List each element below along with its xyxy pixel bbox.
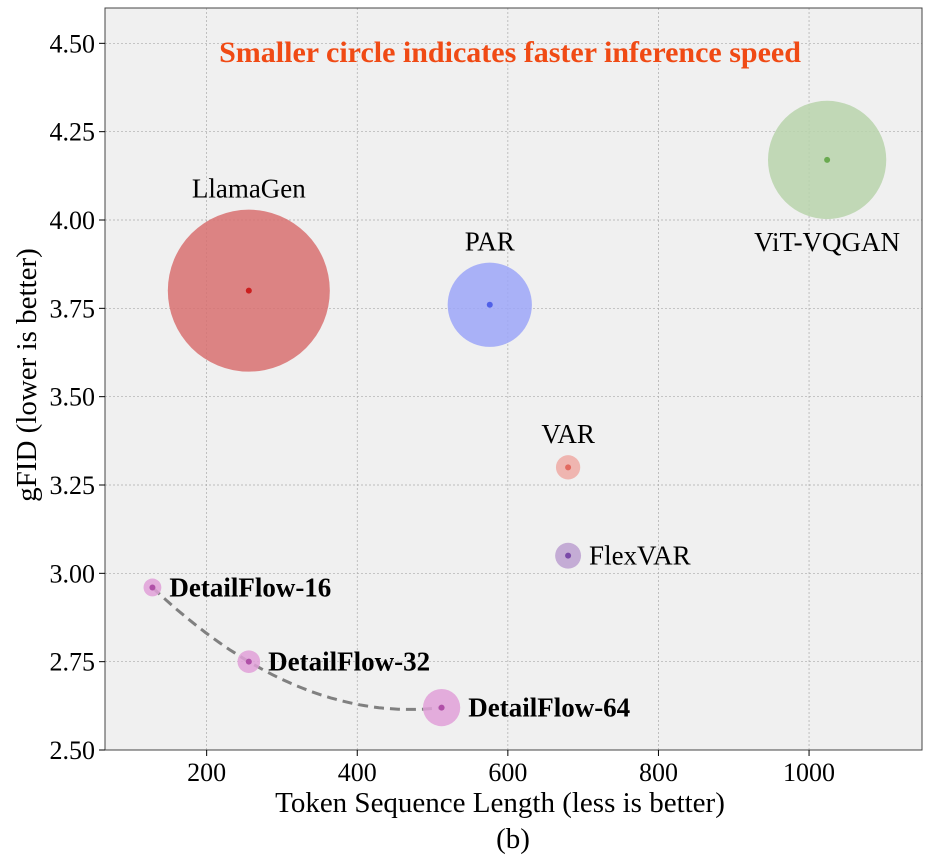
bubble-center-detailflow-16 xyxy=(149,584,156,591)
y-tick-label: 3.00 xyxy=(50,559,96,588)
x-tick-label: 1000 xyxy=(783,758,835,787)
x-tick-label: 800 xyxy=(639,758,678,787)
x-axis-label: Token Sequence Length (less is better) xyxy=(275,787,725,819)
label-vit-vqgan: ViT-VQGAN xyxy=(754,227,900,257)
bubble-center-par xyxy=(486,301,493,308)
bubble-center-detailflow-32 xyxy=(245,658,252,665)
label-flexvar: FlexVAR xyxy=(589,541,691,571)
y-axis-label: gFID (lower is better) xyxy=(11,248,43,502)
y-tick-label: 2.75 xyxy=(50,648,96,677)
label-detailflow-32: DetailFlow-32 xyxy=(268,647,430,677)
bubble-center-vit-vqgan xyxy=(824,156,831,163)
chart-caption: (b) xyxy=(496,823,530,855)
y-tick-label: 2.50 xyxy=(50,736,96,765)
trend-line xyxy=(151,586,442,711)
plot-frame xyxy=(104,7,923,751)
x-tick-label: 400 xyxy=(338,758,377,787)
y-tick-label: 3.25 xyxy=(50,471,96,500)
y-tick-label: 4.00 xyxy=(50,206,96,235)
label-detailflow-64: DetailFlow-64 xyxy=(468,693,630,723)
label-var: VAR xyxy=(541,419,595,449)
chart-title: Smaller circle indicates faster inferenc… xyxy=(219,36,801,69)
bubble-center-flexvar xyxy=(565,552,572,559)
y-tick-label: 4.25 xyxy=(50,118,96,147)
y-tick-label: 3.50 xyxy=(50,383,96,412)
label-llamagen: LlamaGen xyxy=(192,174,306,204)
point-labels-group: LlamaGen PAR ViT-VQGAN VAR FlexVAR DetailFlow… xyxy=(169,174,900,723)
ticks-group: 200 400 600 800 1000 2.50 2.75 3.00 3.25 3.50 3.75… xyxy=(50,29,836,787)
bubble-center-detailflow-64 xyxy=(438,704,445,711)
x-tick-label: 600 xyxy=(488,758,527,787)
points-group xyxy=(143,100,887,727)
bubble-center-llamagen xyxy=(245,287,252,294)
label-par: PAR xyxy=(465,227,515,257)
y-tick-label: 3.75 xyxy=(50,294,96,323)
trend-line-group xyxy=(151,586,442,711)
label-detailflow-16: DetailFlow-16 xyxy=(169,572,331,602)
y-tick-label: 4.50 xyxy=(50,29,96,58)
bubble-center-var xyxy=(565,464,572,471)
x-tick-label: 200 xyxy=(187,758,226,787)
